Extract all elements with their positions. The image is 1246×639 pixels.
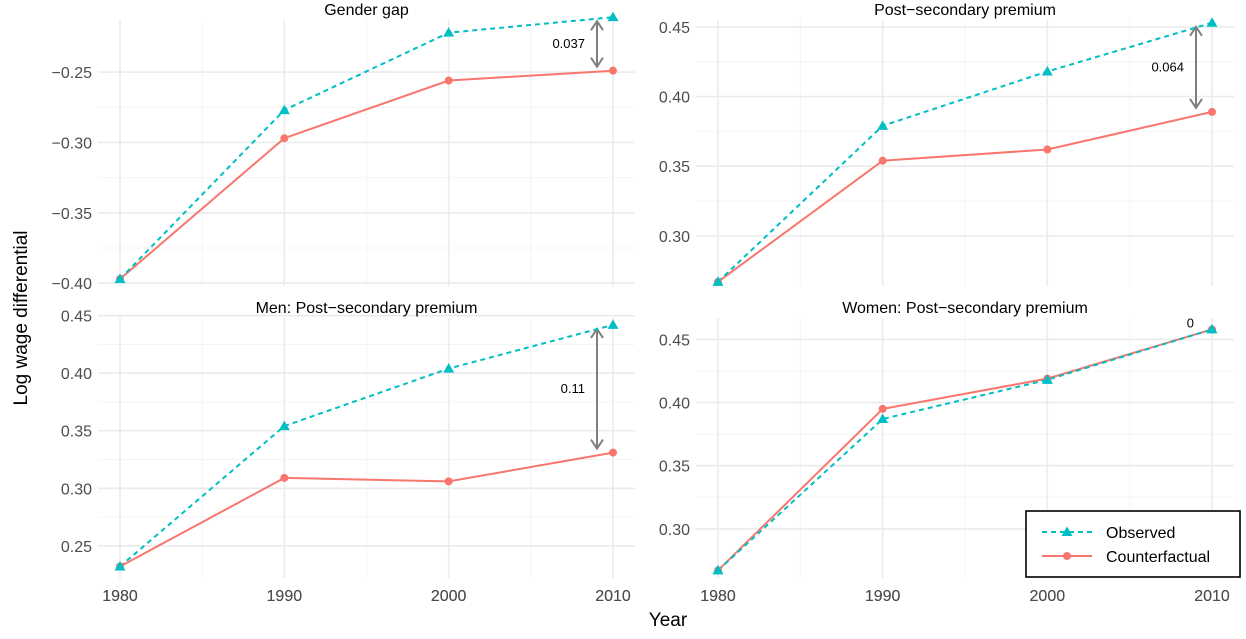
y-tick-label: −0.40 (52, 276, 93, 293)
y-tick-label: 0.40 (61, 366, 92, 383)
observed-point (1041, 66, 1053, 76)
counterfactual-point (444, 477, 453, 486)
observed-point (278, 104, 290, 115)
x-tick-label: 2000 (431, 588, 467, 605)
y-tick-label: 0.25 (61, 539, 92, 556)
y-tick-label: −0.35 (52, 206, 93, 223)
y-tick-label: 0.30 (61, 481, 92, 498)
x-tick-label: 1980 (700, 588, 736, 605)
counterfactual-point (1043, 145, 1052, 154)
counterfactual-point (280, 134, 289, 143)
observed-point (443, 363, 455, 373)
annotation-label: 0.064 (1151, 59, 1184, 74)
observed-point (278, 420, 290, 431)
annotation-arrow-head-bottom (590, 439, 604, 451)
annotation-arrow-head-bottom (590, 57, 604, 69)
x-tick-label: 1990 (267, 588, 303, 605)
series-line-observed (119, 323, 614, 568)
y-tick-label: −0.25 (52, 65, 93, 82)
x-tick-label: 2010 (595, 588, 631, 605)
annotation-arrow-head-top (590, 19, 604, 31)
y-tick-label: 0.30 (659, 229, 690, 246)
observed-point (877, 120, 889, 130)
y-tick-label: 0.35 (61, 424, 92, 441)
panel-title: Post−secondary premium (874, 2, 1056, 19)
legend-box (1025, 510, 1241, 578)
x-tick-label: 2010 (595, 588, 631, 605)
y-tick-label: 0.40 (659, 396, 690, 413)
annotation-label: 0 (1187, 315, 1194, 330)
observed-point (1206, 323, 1218, 334)
observed-point (114, 560, 126, 571)
counterfactual-point (280, 473, 289, 482)
x-tick-label: 2000 (1030, 588, 1066, 605)
legend-marker-counterfactual (1063, 552, 1071, 560)
legend-label-observed: Observed (1106, 525, 1175, 542)
x-tick-label: 1990 (865, 588, 901, 605)
series-line-observed (717, 21, 1213, 283)
observed-point (1041, 374, 1053, 384)
y-axis-label: Log wage differential (11, 231, 32, 406)
y-tick-label: 0.30 (659, 522, 690, 539)
observed-point (114, 273, 126, 283)
y-tick-label: 0.35 (659, 159, 690, 176)
annotation-label: 0.037 (552, 36, 585, 51)
annotation-arrow-head-top (1189, 24, 1203, 37)
legend: Observed Counterfactual (1025, 510, 1241, 578)
counterfactual-point (878, 404, 887, 413)
y-tick-label: 0.45 (659, 20, 690, 37)
y-tick-label: 0.45 (61, 309, 92, 326)
x-tick-label: 1990 (267, 588, 303, 605)
series-line-counterfactual (119, 451, 614, 568)
x-tick-label: 2010 (1194, 588, 1230, 605)
observed-point (1206, 17, 1218, 27)
x-tick-label: 1990 (865, 588, 901, 605)
legend-label-counterfactual: Counterfactual (1106, 549, 1210, 566)
legend-marker-observed (1061, 526, 1073, 536)
observed-point (712, 276, 724, 286)
series-line-counterfactual (119, 69, 614, 280)
x-tick-label: 2000 (1030, 588, 1066, 605)
observed-point (607, 319, 619, 329)
y-tick-label: 0.35 (659, 459, 690, 476)
series-line-counterfactual (717, 110, 1213, 283)
panel-4: 0.30 0.35 0.40 0.45 1980 1990 2000 2010 Women: P… (659, 300, 1234, 605)
annotation-arrow-head-bottom (1189, 98, 1203, 110)
panel-title: Gender gap (324, 2, 409, 19)
x-axis-label: Year (649, 610, 688, 631)
counterfactual-point (1208, 107, 1216, 116)
observed-point (877, 413, 889, 423)
panel-title: Men: Post−secondary premium (256, 300, 478, 317)
y-tick-label: 0.40 (659, 90, 690, 107)
observed-point (712, 564, 724, 575)
x-tick-label: 2000 (431, 588, 467, 605)
counterfactual-point (609, 66, 617, 75)
series-line-observed (717, 328, 1213, 572)
counterfactual-point (444, 76, 453, 85)
y-tick-label: −0.30 (52, 135, 93, 152)
x-tick-label: 1980 (700, 588, 736, 605)
series-line-observed (119, 16, 614, 280)
panel-1: −0.40 −0.35 −0.30 −0.25 1980 1990 2000 2010 Gend… (52, 2, 635, 605)
counterfactual-point (609, 448, 617, 457)
panel-title: Women: Post−secondary premium (842, 300, 1088, 317)
x-tick-label: 1980 (102, 588, 138, 605)
panel-3: 0.25 0.30 0.35 0.40 0.45 1980 1990 2000 2010 Men:… (61, 300, 635, 605)
counterfactual-point (878, 156, 887, 165)
y-tick-label: 0.45 (659, 332, 690, 349)
observed-point (443, 27, 455, 37)
observed-point (607, 11, 619, 22)
x-tick-label: 1980 (102, 588, 138, 605)
x-tick-label: 2010 (1194, 588, 1230, 605)
panel-2: 0.30 0.35 0.40 0.45 1980 1990 2000 2010 Post−sec… (659, 2, 1234, 605)
annotation-label: 0.11 (561, 381, 585, 396)
